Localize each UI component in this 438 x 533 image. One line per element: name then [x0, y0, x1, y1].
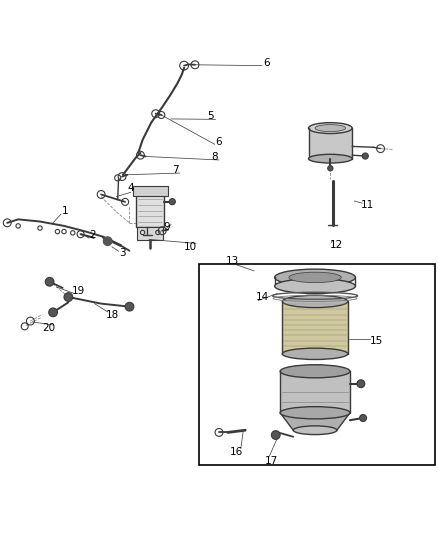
- Text: 12: 12: [330, 240, 343, 249]
- Ellipse shape: [275, 279, 356, 294]
- Circle shape: [64, 293, 73, 302]
- Ellipse shape: [280, 365, 350, 378]
- Circle shape: [16, 224, 20, 228]
- Text: 9: 9: [163, 222, 170, 232]
- Text: 17: 17: [265, 456, 278, 466]
- Text: 6: 6: [215, 137, 223, 147]
- Ellipse shape: [280, 407, 350, 419]
- Text: 14: 14: [256, 292, 269, 302]
- Bar: [199, 264, 435, 465]
- Circle shape: [125, 302, 134, 311]
- Circle shape: [360, 415, 367, 422]
- Circle shape: [357, 380, 365, 387]
- Ellipse shape: [289, 272, 341, 282]
- Ellipse shape: [308, 154, 352, 163]
- Text: 6: 6: [264, 59, 270, 68]
- Text: 20: 20: [42, 322, 55, 333]
- Text: 16: 16: [230, 447, 243, 457]
- Ellipse shape: [283, 295, 348, 308]
- Text: 2: 2: [89, 230, 95, 240]
- Ellipse shape: [275, 269, 356, 286]
- Ellipse shape: [283, 348, 348, 359]
- Bar: [136, 188, 164, 227]
- Text: 10: 10: [184, 242, 197, 252]
- Text: 4: 4: [127, 183, 134, 193]
- Circle shape: [272, 431, 280, 439]
- Circle shape: [103, 237, 112, 246]
- Text: 19: 19: [72, 286, 85, 295]
- Circle shape: [55, 229, 60, 234]
- Text: 11: 11: [361, 200, 374, 211]
- Circle shape: [38, 226, 42, 230]
- Circle shape: [45, 277, 54, 286]
- Text: 15: 15: [370, 336, 383, 346]
- Circle shape: [362, 153, 368, 159]
- Ellipse shape: [308, 123, 352, 134]
- Bar: [133, 186, 168, 196]
- Circle shape: [62, 229, 66, 234]
- Circle shape: [169, 199, 175, 205]
- Circle shape: [71, 231, 75, 235]
- Ellipse shape: [315, 125, 346, 132]
- Polygon shape: [280, 413, 350, 430]
- Text: 8: 8: [211, 152, 218, 163]
- Text: 18: 18: [106, 310, 119, 320]
- Bar: [308, 128, 352, 159]
- Text: 7: 7: [172, 165, 179, 175]
- Circle shape: [49, 308, 57, 317]
- Bar: [283, 302, 348, 354]
- Text: 1: 1: [62, 206, 69, 216]
- Text: 5: 5: [207, 111, 214, 121]
- Ellipse shape: [293, 426, 337, 434]
- Circle shape: [328, 166, 333, 171]
- Bar: [280, 372, 350, 413]
- Bar: [138, 227, 163, 240]
- Text: 13: 13: [226, 256, 239, 266]
- Text: 3: 3: [119, 248, 125, 259]
